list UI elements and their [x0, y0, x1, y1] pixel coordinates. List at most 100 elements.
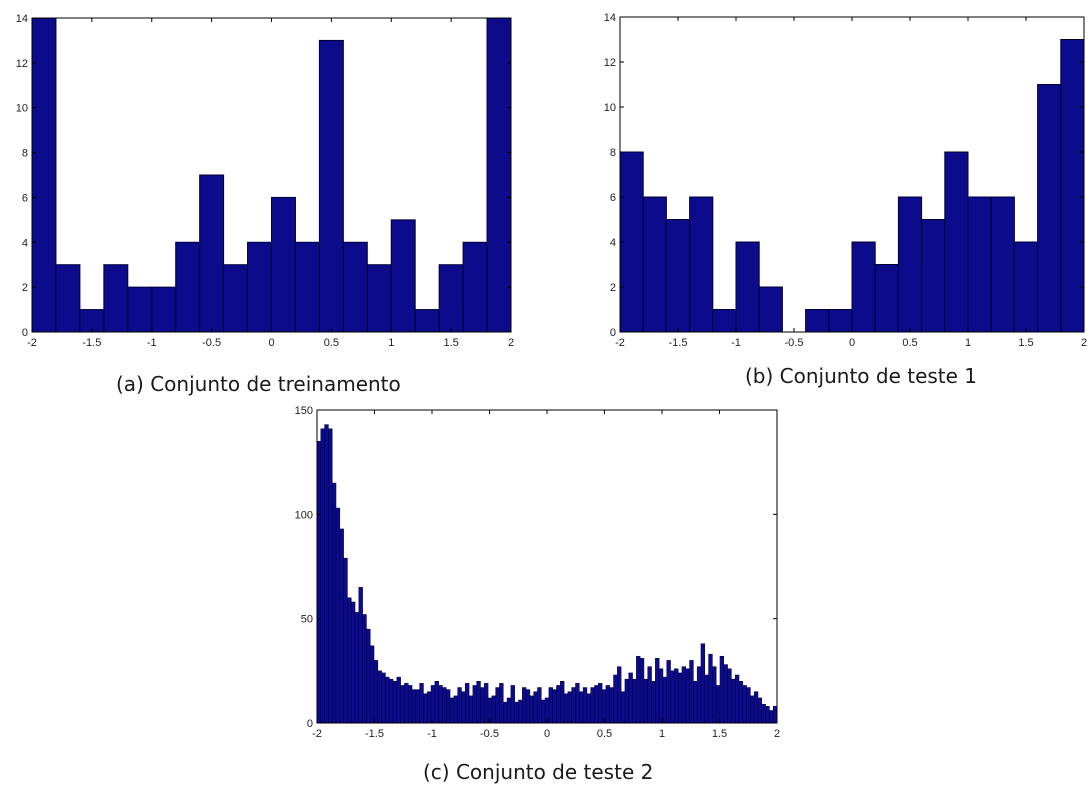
chart-c-bar — [331, 482, 337, 724]
chart-a-ytick-label: 8 — [22, 148, 28, 160]
chart-c-bar — [609, 687, 614, 724]
chart-c-xtick-label: 2 — [774, 728, 780, 740]
chart-c-bar — [529, 695, 534, 724]
chart-c-ytick-label: 0 — [307, 718, 313, 730]
chart-c-bar — [567, 691, 572, 724]
chart-b-ytick-label: 4 — [610, 237, 616, 249]
chart-a-ytick-label: 6 — [22, 192, 28, 204]
chart-c-bar — [411, 689, 417, 724]
chart-a-bar — [486, 17, 512, 333]
chart-c-bar — [769, 710, 774, 724]
chart-b-bar — [735, 241, 760, 333]
chart-a-bar — [127, 286, 153, 333]
chart-c-bar — [358, 587, 363, 724]
chart-a-ytick-label: 12 — [16, 58, 28, 70]
chart-c-bar — [696, 666, 702, 724]
chart-c-bar — [442, 687, 447, 724]
chart-a-xtick-label: 1.5 — [443, 337, 458, 349]
chart-a-caption: (a) Conjunto de treinamento — [116, 372, 401, 396]
chart-c-bar — [677, 672, 683, 724]
chart-c-bar — [335, 507, 341, 724]
chart-c-bar — [381, 672, 386, 724]
chart-a-bar — [390, 219, 416, 333]
chart-b-bar — [1060, 39, 1085, 333]
chart-c-bar — [731, 678, 736, 724]
chart-a-xtick-label: 2 — [508, 337, 514, 349]
chart-c-bar — [556, 685, 561, 724]
chart-c-bar — [533, 691, 538, 724]
chart-c-bar — [453, 695, 458, 724]
chart-c-bar — [586, 693, 591, 724]
chart-b-bar — [967, 196, 992, 333]
chart-c-bar — [643, 678, 648, 724]
chart-a-xtick-label: 1 — [388, 337, 394, 349]
chart-c-bar — [423, 693, 428, 724]
chart-c-xtick-label: 0.5 — [597, 728, 612, 740]
chart-c-bar — [772, 706, 778, 724]
chart-a-bar — [366, 264, 392, 333]
chart-c-bar — [624, 678, 629, 724]
chart-c-bar — [491, 695, 496, 724]
chart-a-xtick-label: -0.5 — [202, 337, 221, 349]
chart-a-bar — [294, 241, 320, 333]
chart-c-bar — [750, 695, 755, 724]
chart-c-bar — [704, 674, 709, 724]
chart-a-bar — [318, 39, 344, 333]
chart-c-bar — [685, 668, 690, 724]
chart-c-bar — [388, 678, 394, 724]
chart-c-bar — [369, 645, 375, 724]
chart-c-bar — [522, 687, 527, 724]
chart-c-bar — [339, 528, 344, 724]
chart-c-bar — [499, 683, 504, 724]
chart-c-bar — [404, 683, 409, 724]
chart-a-bar — [438, 264, 464, 333]
chart-c-bar — [719, 655, 725, 724]
chart-c-bar — [636, 655, 641, 724]
chart-c-bar — [343, 557, 348, 724]
chart-c-bar — [738, 681, 744, 724]
chart-b-caption: (b) Conjunto de teste 1 — [745, 364, 978, 388]
chart-b-bar — [851, 241, 876, 333]
chart-c-bar — [506, 697, 512, 724]
chart-c-bar — [765, 706, 770, 724]
chart-a-ytick-label: 2 — [22, 282, 28, 294]
chart-c-bar — [415, 689, 420, 724]
chart-a-ytick-label: 0 — [22, 327, 28, 339]
chart-b-xtick-label: 0.5 — [902, 337, 917, 349]
chart-c-bar — [594, 685, 599, 724]
chart-c-bar — [757, 697, 763, 724]
chart-c-bar — [484, 683, 489, 724]
chart-b-bar — [689, 196, 714, 333]
chart-c-bar — [541, 699, 546, 724]
chart-c-bar — [582, 687, 588, 724]
chart-c-bar — [560, 681, 565, 724]
chart-c-bar — [362, 614, 367, 724]
chart-c-bar — [689, 660, 694, 724]
chart-c-bar — [472, 685, 477, 724]
chart-c-bar — [518, 699, 523, 724]
chart-c-bar — [324, 424, 329, 724]
chart-b-bar — [874, 264, 899, 333]
chart-b-bar — [944, 151, 969, 333]
chart-c-ytick-label: 50 — [301, 614, 313, 626]
chart-c-bar — [514, 701, 519, 724]
chart-c-bar — [438, 685, 443, 724]
chart-c-bar — [658, 668, 664, 724]
chart-c-bar — [639, 658, 645, 724]
chart-b-bar — [1013, 241, 1039, 333]
chart-c-bar — [628, 672, 633, 724]
chart-c-bar — [510, 685, 515, 724]
chart-c-bar — [761, 703, 766, 724]
chart-b: -2 -1.5 -1 -0.5 0 0.5 1 1.5 2 0 2 4 6 8 10 12 14 (b) Con… — [580, 0, 1088, 400]
chart-c-bar — [525, 689, 531, 724]
chart-c-bar — [495, 687, 500, 724]
chart-a-xtick-label: -1.5 — [82, 337, 101, 349]
chart-c-bar — [434, 681, 439, 724]
chart-c-bar — [476, 681, 481, 724]
chart-b-bar — [990, 196, 1015, 333]
chart-c-bar — [734, 674, 740, 724]
chart-c-bar — [461, 691, 466, 724]
chart-c-bar — [480, 687, 485, 724]
chart-b-ytick-label: 14 — [604, 12, 616, 24]
chart-b-xtick-label: 0 — [849, 337, 855, 349]
